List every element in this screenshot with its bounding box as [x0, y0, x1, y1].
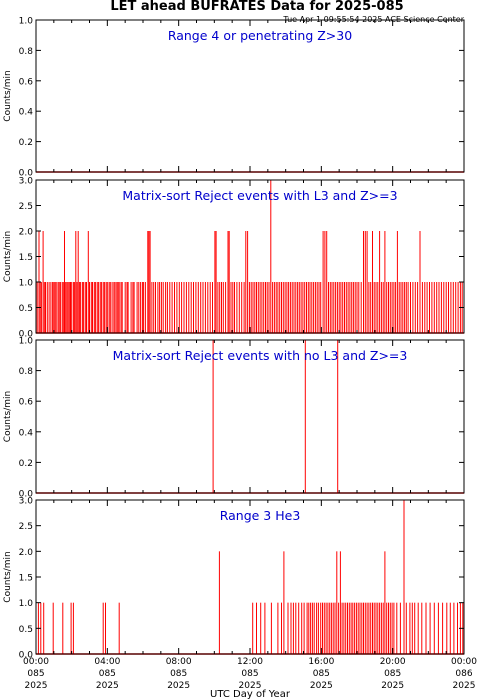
y-tick-label: 3.0: [19, 177, 34, 187]
y-tick-label: 0.0: [19, 169, 34, 179]
y-tick-label: 0.4: [19, 108, 34, 118]
x-tick-label: 086: [455, 669, 472, 679]
y-tick-label: 0.8: [19, 367, 34, 377]
x-tick-label: 04:00: [94, 657, 120, 667]
y-tick-label: 2.0: [19, 228, 34, 238]
y-tick-label: 0.5: [19, 304, 33, 314]
x-tick-label: 16:00: [308, 657, 334, 667]
x-axis-group: 00:00 085 2025 04:00 085 2025 08:00 085 2025 12:0…: [23, 657, 477, 691]
x-tick-label: 2025: [96, 681, 119, 691]
y-tick-label: 2.5: [19, 522, 33, 532]
x-tick-label: 085: [384, 669, 401, 679]
y-tick-label: 1.5: [19, 574, 33, 584]
x-tick-label: 2025: [239, 681, 262, 691]
y-axis-label: Counts/min: [3, 231, 13, 282]
panels-group: 0.0 0.2 0.4 0.6 0.8 1.0 Counts/min Range 4 or p…: [3, 17, 465, 661]
y-tick-label: 0.2: [19, 138, 33, 148]
panel-title: Range 3 He3: [220, 508, 301, 523]
y-tick-label: 0.0: [19, 490, 34, 500]
y-axis-label: Counts/min: [3, 391, 13, 442]
y-tick-label: 0.2: [19, 459, 33, 469]
x-tick-label: 2025: [381, 681, 404, 691]
x-tick-label: 2025: [25, 681, 48, 691]
x-tick-label: 08:00: [166, 657, 192, 667]
figure-title: LET ahead BUFRATES Data for 2025-085: [110, 0, 403, 14]
y-tick-label: 0.4: [19, 428, 34, 438]
panel-1: 0.0 0.2 0.4 0.6 0.8 1.0 Counts/min Range 4 or p…: [3, 17, 465, 179]
y-tick-label: 2.5: [19, 202, 33, 212]
y-axis-label: Counts/min: [3, 551, 13, 602]
x-tick-label: 00:00: [23, 657, 49, 667]
x-tick-label: 085: [99, 669, 116, 679]
x-axis-label: UTC Day of Year: [210, 689, 291, 700]
y-tick-label: 1.0: [19, 279, 34, 289]
x-tick-label: 085: [170, 669, 187, 679]
y-tick-label: 1.5: [19, 253, 33, 263]
y-tick-label: 0.0: [19, 330, 34, 340]
panel-title: Matrix-sort Reject events with L3 and Z>…: [122, 188, 397, 203]
panel-2: 0.0 0.5 1.0 1.5 2.0 2.5 3.0 Counts/min Matrix-so…: [3, 177, 465, 340]
panel-title: Matrix-sort Reject events with no L3 and…: [113, 348, 408, 363]
y-axis-label: Counts/min: [3, 70, 13, 121]
panel-4: 0.0 0.5 1.0 1.5 2.0 2.5 3.0 Counts/min Range 3 H…: [3, 497, 465, 661]
x-tick-label: 085: [313, 669, 330, 679]
panel-title: Range 4 or penetrating Z>30: [168, 28, 352, 43]
x-tick-label: 2025: [167, 681, 190, 691]
x-tick-label: 20:00: [380, 657, 406, 667]
y-tick-label: 1.0: [19, 337, 34, 347]
y-tick-label: 0.6: [19, 398, 34, 408]
y-tick-label: 2.0: [19, 548, 34, 558]
x-tick-label: 085: [241, 669, 258, 679]
y-tick-label: 0.0: [19, 651, 34, 661]
y-tick-label: 0.8: [19, 47, 34, 57]
x-tick-label: 00:00: [451, 657, 477, 667]
panel-3: 0.0 0.2 0.4 0.6 0.8 1.0 Counts/min Matrix-sort …: [3, 337, 465, 500]
y-tick-label: 0.6: [19, 77, 34, 87]
x-tick-label: 085: [27, 669, 44, 679]
y-tick-label: 1.0: [19, 599, 34, 609]
x-tick-label: 12:00: [237, 657, 263, 667]
x-tick-label: 2025: [453, 681, 476, 691]
y-tick-label: 3.0: [19, 497, 34, 507]
x-tick-label: 2025: [310, 681, 333, 691]
y-tick-label: 0.5: [19, 625, 33, 635]
panel-frame: [35, 499, 465, 655]
y-tick-label: 1.0: [19, 17, 34, 27]
